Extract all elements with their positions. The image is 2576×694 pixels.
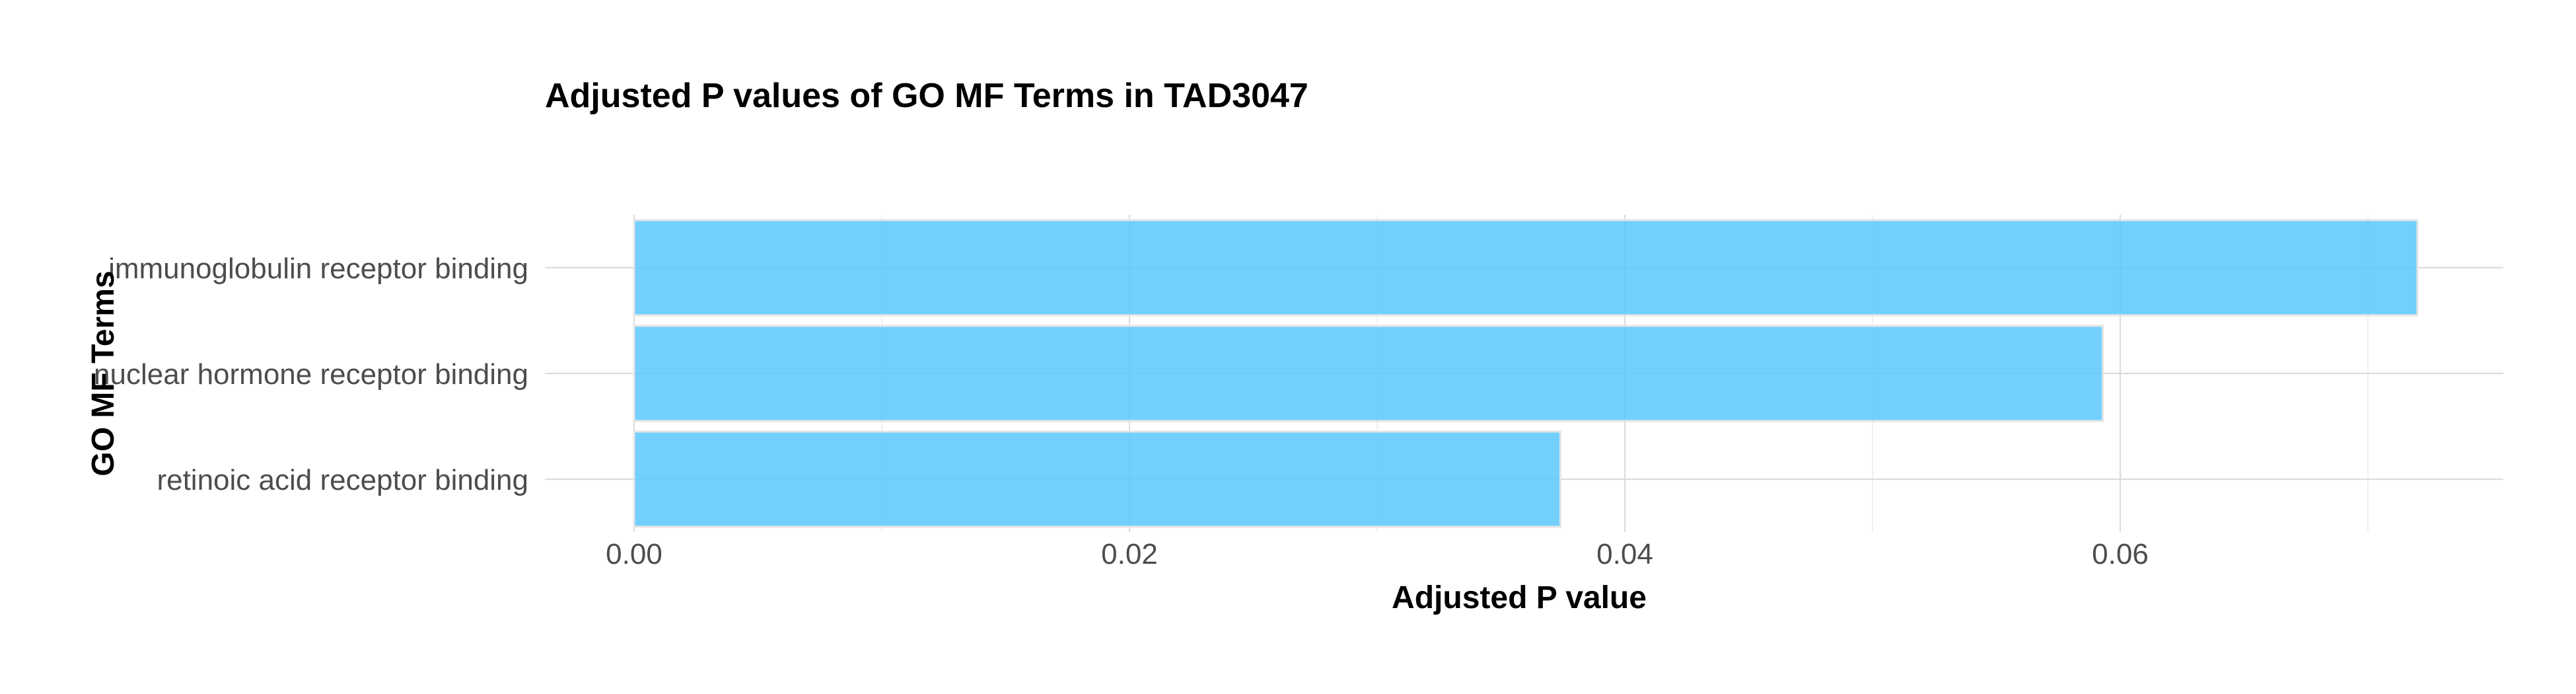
x-tick-label: 0.04 bbox=[1596, 538, 1653, 570]
x-tick-label: 0.06 bbox=[2092, 538, 2149, 570]
bar bbox=[633, 430, 1561, 528]
y-tick-label: nuclear hormone receptor binding bbox=[94, 358, 528, 391]
y-axis-title: GO MF Terms bbox=[86, 270, 121, 476]
y-tick-label: immunoglobulin receptor binding bbox=[108, 252, 528, 285]
y-tick-label: retinoic acid receptor binding bbox=[157, 464, 528, 496]
bar bbox=[633, 325, 2104, 422]
bar bbox=[633, 219, 2419, 317]
x-axis-title: Adjusted P value bbox=[1392, 580, 1647, 615]
tick-labels: immunoglobulin receptor binding nuclear h… bbox=[94, 252, 2149, 570]
x-tick-label: 0.00 bbox=[606, 538, 662, 570]
bars bbox=[633, 219, 2419, 528]
x-tick-label: 0.02 bbox=[1101, 538, 1158, 570]
chart-title: Adjusted P values of GO MF Terms in TAD3… bbox=[545, 77, 1308, 115]
